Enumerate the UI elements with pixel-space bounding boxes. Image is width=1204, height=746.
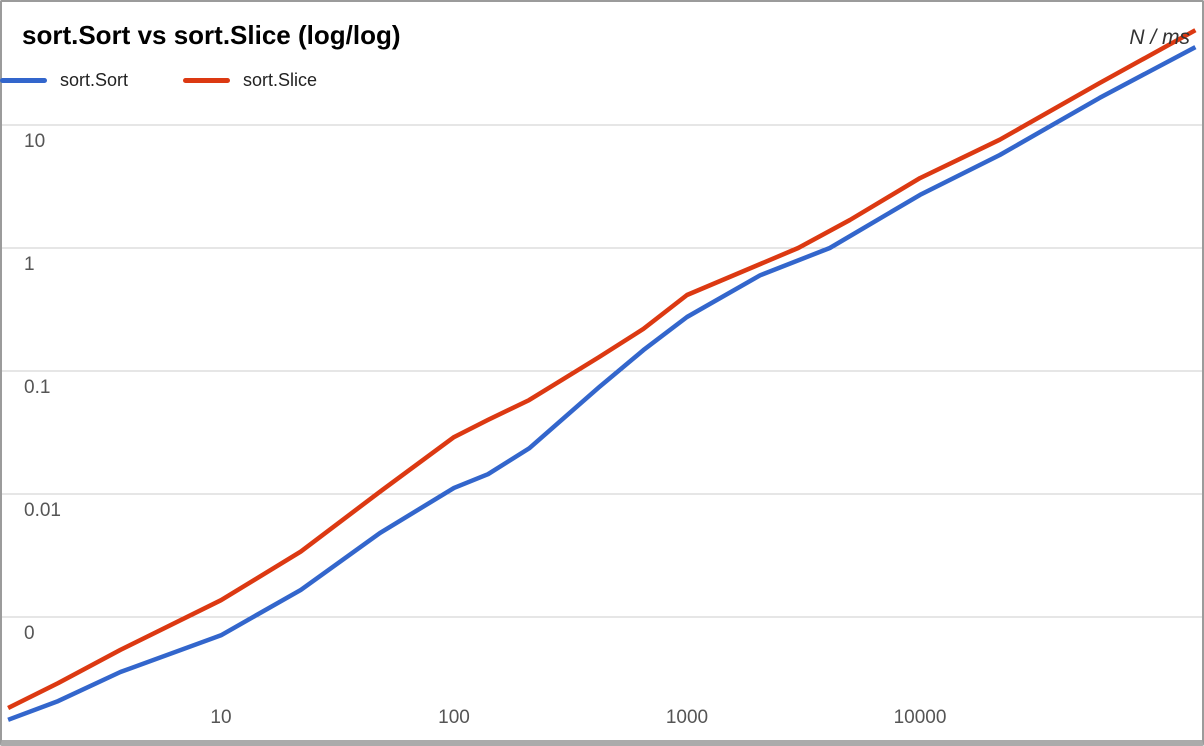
- x-tick-label: 10000: [893, 707, 947, 728]
- legend-swatch-sort-slice-icon: [183, 77, 231, 83]
- y-tick-label: 1: [24, 254, 35, 275]
- series-line-sort-sort: [7, 45, 1197, 722]
- series-line-sort-slice: [7, 28, 1197, 711]
- legend-item-sort-slice[interactable]: sort.Slice: [183, 70, 317, 91]
- axis-unit-label: N / ms: [1129, 26, 1190, 49]
- chart-title: sort.Sort vs sort.Slice (log/log): [22, 20, 401, 50]
- x-tick-label: 10: [210, 707, 232, 728]
- x-tick-label: 1000: [665, 707, 709, 728]
- legend-swatch-sort-sort-icon: [0, 77, 47, 83]
- x-tick-label: 100: [438, 707, 470, 728]
- legend-item-sort-sort[interactable]: sort.Sort: [0, 70, 128, 91]
- legend-label-sort-slice: sort.Slice: [243, 69, 318, 90]
- y-tick-label: 0.01: [24, 500, 61, 521]
- legend-label-sort-sort: sort.Sort: [60, 69, 129, 90]
- y-tick-label: 0.1: [24, 377, 51, 398]
- y-tick-label: 10: [24, 131, 46, 152]
- y-tick-label: 0: [24, 623, 35, 644]
- legend: sort.Sort sort.Slice: [0, 69, 317, 91]
